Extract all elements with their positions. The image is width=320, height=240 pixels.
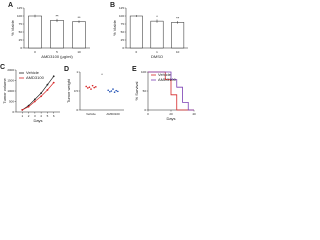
x-tick-label: 4 <box>40 114 42 118</box>
y-tick-label: 50 <box>121 30 125 34</box>
y-tick-label: 0 <box>122 46 124 50</box>
legend-label: Vehicle <box>26 70 40 75</box>
point <box>27 105 30 108</box>
panel-label: E <box>132 66 137 73</box>
y-tick-label: 75 <box>19 22 23 26</box>
y-axis-label: % Survival <box>134 81 139 100</box>
y-tick-label: 2000 <box>7 68 14 72</box>
legend-label: Vehicle <box>158 72 172 77</box>
dot <box>107 89 109 92</box>
y-tick-label: 125 <box>17 6 22 10</box>
dot <box>113 91 116 93</box>
point <box>33 98 36 101</box>
legend-label: AMD3100 <box>158 77 177 82</box>
dot <box>112 88 114 90</box>
x-tick-label: 5 <box>47 114 49 118</box>
point <box>52 75 55 78</box>
dot <box>115 89 117 92</box>
x-axis-label: DMSO <box>151 54 163 59</box>
y-tick-label: 0 <box>76 108 78 112</box>
x-tick-label: 1 <box>156 50 158 54</box>
x-tick-label: 0 <box>147 112 149 116</box>
y-tick-label: 25 <box>19 38 23 42</box>
x-tick-label: 40 <box>192 112 196 116</box>
x-tick-label: 3 <box>34 114 36 118</box>
legend-label: AMD3100 <box>26 75 45 80</box>
y-tick-label: 0 <box>12 110 14 114</box>
y-axis-label: Tumor weight <box>66 78 71 103</box>
bar <box>72 21 86 49</box>
y-axis-label: Tumor volume <box>2 78 7 104</box>
point <box>46 83 49 86</box>
point <box>52 81 55 84</box>
y-tick-label: 50 <box>143 89 147 93</box>
dot <box>90 88 92 90</box>
x-tick-label: 0 <box>34 50 36 54</box>
x-tick-label: 5 <box>56 50 58 54</box>
y-tick-label: 25 <box>121 38 125 42</box>
y-tick-label: 500 <box>9 99 14 103</box>
y-tick-label: 1 <box>76 70 78 74</box>
panel-label: C <box>0 64 5 71</box>
dot <box>117 90 119 93</box>
dot <box>109 90 111 93</box>
dot <box>88 86 91 88</box>
point <box>33 100 36 103</box>
line <box>22 82 54 111</box>
panel-label: D <box>64 66 69 73</box>
x-axis-label: Days <box>166 116 175 121</box>
x-tick-label: 10 <box>77 50 81 54</box>
significance: ** <box>176 16 180 21</box>
point <box>46 89 49 91</box>
x-tick-label: 0 <box>135 50 137 54</box>
y-tick-label: 0 <box>144 108 146 112</box>
x-tick-label: 6 <box>53 114 55 118</box>
x-tick-label: 20 <box>169 112 173 116</box>
x-axis-label: Days <box>33 118 42 123</box>
x-tick-label: 10 <box>176 50 180 54</box>
point <box>40 95 43 98</box>
dot <box>87 87 89 89</box>
significance: * <box>101 72 103 77</box>
y-tick-label: 100 <box>119 14 124 18</box>
panel-label: A <box>8 2 13 9</box>
x-tick-label: AMD3100 <box>106 112 120 116</box>
x-axis-label: AMD3100 (µg/ml) <box>41 54 73 59</box>
x-tick-label: 2 <box>28 114 30 118</box>
survival-curve <box>148 71 194 111</box>
dot <box>85 85 87 88</box>
x-tick-label: 1 <box>21 114 23 118</box>
y-axis-label: % Viable <box>10 19 15 35</box>
y-tick-label: 125 <box>119 6 124 10</box>
bar <box>129 15 143 49</box>
y-tick-label: 0 <box>20 46 22 50</box>
y-axis-label: % Viable <box>112 19 117 35</box>
dot <box>93 86 95 89</box>
bar <box>28 15 42 49</box>
y-tick-label: 100 <box>141 70 146 74</box>
y-tick-label: 100 <box>17 14 22 18</box>
significance: ** <box>55 13 59 18</box>
y-tick-label: 50 <box>19 30 23 34</box>
significance: ** <box>77 15 81 20</box>
bar <box>171 22 185 49</box>
bar <box>50 20 64 49</box>
y-tick-label: 0.5 <box>74 89 79 93</box>
line <box>22 76 54 111</box>
survival-curve <box>148 71 194 111</box>
dot <box>91 84 94 87</box>
x-tick-label: Vehicle <box>86 112 96 116</box>
dot <box>110 90 113 92</box>
panel-label: B <box>110 2 115 9</box>
y-tick-label: 1500 <box>7 78 14 82</box>
point <box>40 92 43 94</box>
bar <box>150 20 164 49</box>
significance: * <box>156 14 158 19</box>
dot <box>95 86 97 88</box>
y-tick-label: 75 <box>121 22 125 26</box>
y-tick-label: 1000 <box>7 89 14 93</box>
point <box>21 109 24 111</box>
